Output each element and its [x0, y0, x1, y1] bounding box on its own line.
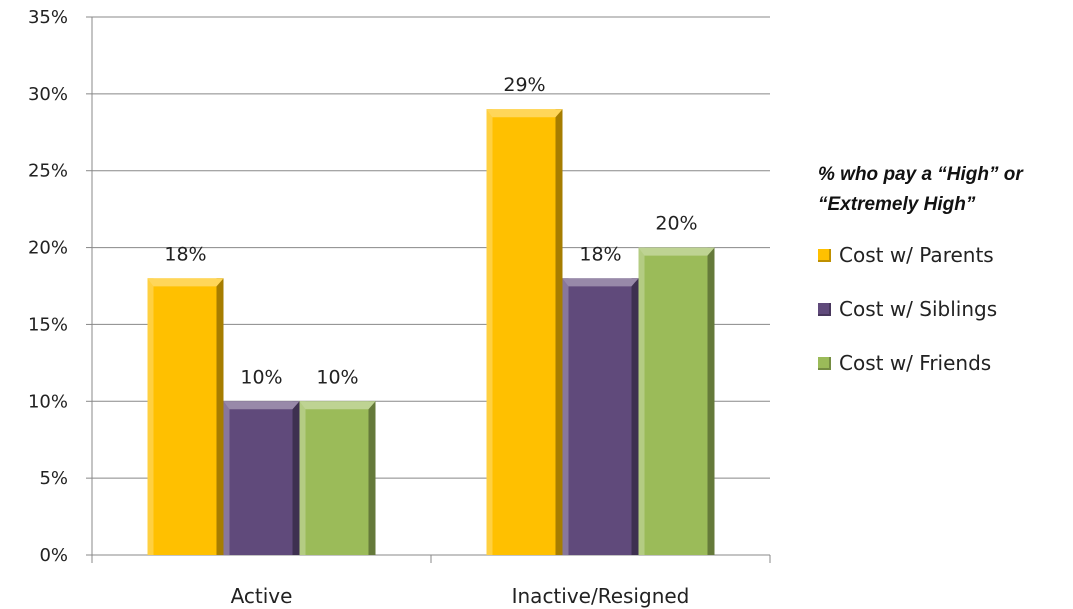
legend-label-siblings: Cost w/ Siblings — [839, 297, 998, 321]
y-tick-label: 20% — [28, 238, 68, 259]
legend-label-parents: Cost w/ Parents — [839, 243, 994, 267]
bar-bevel — [299, 401, 376, 410]
data-label: 10% — [240, 366, 282, 388]
legend-item-siblings: Cost w/ Siblings — [818, 282, 1073, 336]
legend-item-friends: Cost w/ Friends — [818, 336, 1073, 390]
legend-swatch-siblings — [818, 302, 831, 316]
bar-shadow — [368, 401, 376, 555]
y-tick-label: 25% — [28, 161, 68, 182]
bar-shadow — [555, 109, 563, 555]
category-label: Inactive/Resigned — [512, 584, 690, 608]
data-label: 29% — [503, 74, 545, 96]
bar-shadow — [631, 278, 639, 555]
bar — [638, 247, 715, 556]
bar — [486, 109, 563, 555]
bar-highlight — [638, 247, 645, 556]
y-tick-label: 0% — [39, 545, 68, 566]
bar — [223, 401, 300, 555]
data-label: 20% — [655, 213, 697, 235]
bar-chart: 0% 5% 10% 15% 20% 25% 30% 35% 18% 10% 10% Active 29%… — [28, 7, 771, 608]
bar-bevel — [223, 401, 300, 410]
bar-shadow — [216, 278, 224, 555]
bar-highlight — [486, 109, 493, 555]
bar-highlight — [223, 401, 230, 555]
bar-bevel — [147, 278, 224, 287]
bar-highlight — [299, 401, 306, 555]
legend-label-friends: Cost w/ Friends — [839, 351, 992, 375]
y-tick-label: 10% — [28, 391, 68, 412]
legend-title-line-1: % who pay a “High” or — [818, 164, 1023, 185]
bar-bevel — [486, 109, 563, 118]
legend-title-line-2: “Extremely High” — [818, 194, 976, 215]
bar — [147, 278, 224, 555]
y-tick-label: 35% — [28, 7, 68, 28]
bar-highlight — [562, 278, 569, 555]
legend: % who pay a “High” or “Extremely High” C… — [818, 160, 1073, 390]
legend-swatch-friends — [818, 356, 831, 370]
bar-shadow — [707, 247, 715, 556]
data-label: 10% — [316, 366, 358, 388]
bar-shadow — [292, 401, 300, 555]
legend-swatch-parents — [818, 248, 831, 262]
bar — [562, 278, 639, 555]
bar-highlight — [147, 278, 154, 555]
legend-title: % who pay a “High” or “Extremely High” — [818, 160, 1073, 220]
y-tick-label: 5% — [39, 468, 68, 489]
y-tick-label: 15% — [28, 314, 68, 335]
bar — [299, 401, 376, 555]
bar-bevel — [562, 278, 639, 287]
y-tick-label: 30% — [28, 84, 68, 105]
category-label: Active — [231, 584, 293, 608]
data-label: 18% — [579, 243, 621, 265]
bar-bevel — [638, 247, 715, 256]
data-label: 18% — [164, 243, 206, 265]
legend-item-parents: Cost w/ Parents — [818, 228, 1073, 282]
